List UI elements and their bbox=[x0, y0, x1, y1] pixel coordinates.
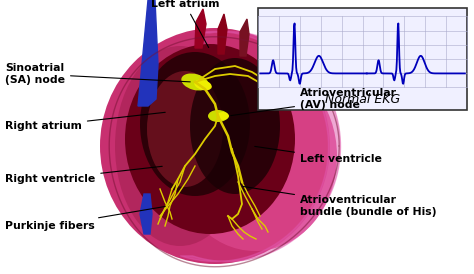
Ellipse shape bbox=[173, 61, 337, 251]
Polygon shape bbox=[138, 0, 158, 106]
Text: Left ventricle: Left ventricle bbox=[255, 146, 382, 164]
Ellipse shape bbox=[115, 46, 245, 246]
Text: Purkinje fibers: Purkinje fibers bbox=[5, 207, 165, 231]
Ellipse shape bbox=[190, 58, 280, 194]
Text: Atrioventricular
(AV) node: Atrioventricular (AV) node bbox=[231, 88, 397, 116]
Ellipse shape bbox=[125, 44, 295, 234]
Text: Normal EKG: Normal EKG bbox=[325, 93, 400, 106]
Ellipse shape bbox=[147, 71, 223, 187]
Text: Atrioventricular
bundle (bundle of His): Atrioventricular bundle (bundle of His) bbox=[243, 186, 437, 217]
Ellipse shape bbox=[182, 73, 209, 90]
Ellipse shape bbox=[100, 28, 330, 264]
Polygon shape bbox=[218, 14, 227, 54]
Polygon shape bbox=[195, 9, 206, 48]
Ellipse shape bbox=[217, 112, 229, 120]
Bar bbox=[258, 8, 467, 110]
Polygon shape bbox=[240, 19, 249, 56]
Polygon shape bbox=[140, 194, 152, 234]
Text: Sinoatrial
(SA) node: Sinoatrial (SA) node bbox=[5, 63, 190, 85]
Text: Left atrium: Left atrium bbox=[151, 0, 219, 48]
Ellipse shape bbox=[194, 80, 212, 90]
Text: Right ventricle: Right ventricle bbox=[5, 166, 162, 184]
Text: Right atrium: Right atrium bbox=[5, 112, 165, 131]
Ellipse shape bbox=[140, 52, 250, 196]
Ellipse shape bbox=[208, 110, 228, 122]
